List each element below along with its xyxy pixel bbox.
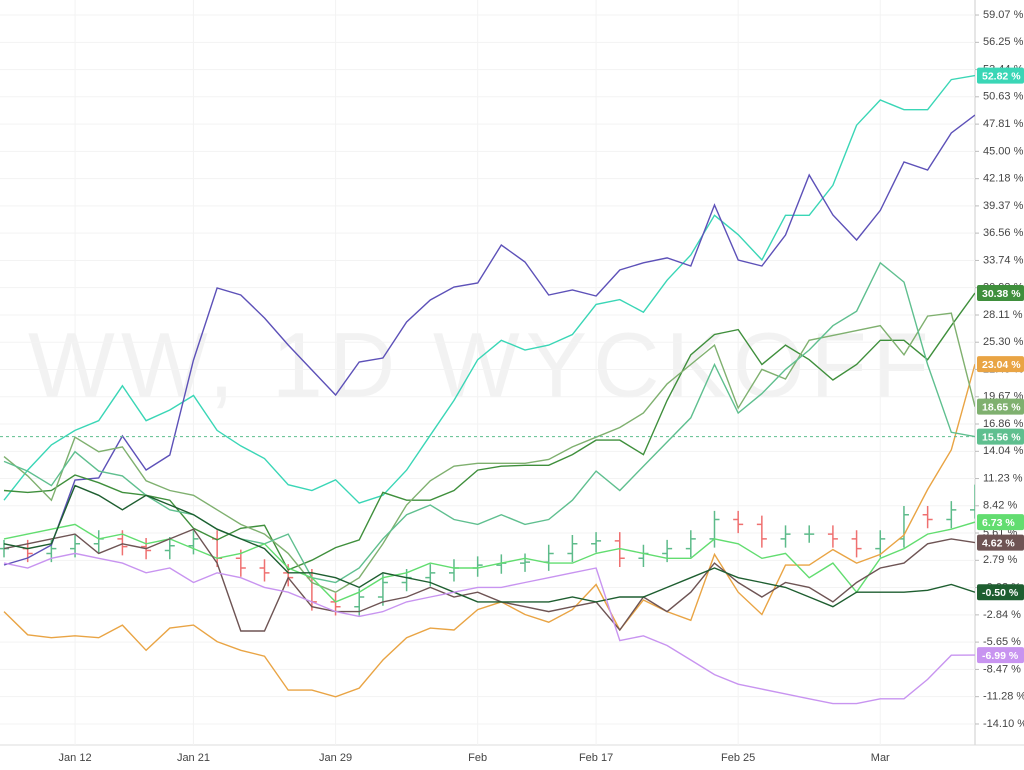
ohlc-bar: [188, 530, 199, 555]
y-tick-label: 8.42 %: [983, 500, 1017, 512]
x-tick-label: Jan 12: [59, 752, 92, 764]
y-tick-label: 36.56 %: [983, 227, 1024, 239]
series-line: [3, 292, 975, 571]
ohlc-bar: [804, 525, 815, 543]
ohlc-bar: [875, 530, 886, 558]
y-tick-label: 39.37 %: [983, 200, 1024, 212]
price-tag-label: 23.04 %: [982, 359, 1021, 371]
price-tag-label: -0.50 %: [982, 587, 1019, 599]
x-tick-label: Feb 17: [579, 752, 613, 764]
price-tag-label: 52.82 %: [982, 70, 1021, 82]
price-tag: [977, 428, 1024, 445]
ohlc-bar: [591, 532, 602, 553]
price-tag: [977, 398, 1024, 415]
ohlc-bar: [946, 501, 957, 529]
ohlc-bar: [827, 525, 838, 548]
price-tag: [977, 514, 1024, 531]
y-tick-label: 11.23 %: [983, 472, 1023, 484]
plot: [0, 74, 975, 705]
y-tick-label: -11.28 %: [983, 691, 1024, 703]
price-tag-label: 15.56 %: [982, 431, 1021, 443]
y-tick-label: -5.65 %: [983, 636, 1021, 648]
y-tick-label: 25.30 %: [983, 336, 1024, 348]
ohlc-bar: [164, 536, 175, 560]
series-line: [3, 114, 975, 566]
price-tag-label: 30.38 %: [982, 288, 1021, 300]
y-tick-label: 2.79 %: [983, 554, 1017, 566]
ohlc-bar: [922, 505, 933, 529]
y-tick-label: -8.47 %: [983, 663, 1021, 675]
series-line: [3, 312, 975, 593]
y-tick-label: 33.74 %: [983, 254, 1024, 266]
price-tag-label: 4.62 %: [982, 537, 1015, 549]
y-tick-label: 16.86 %: [983, 418, 1024, 430]
y-tick-label: 14.04 %: [983, 445, 1024, 457]
y-tick-label: -2.84 %: [983, 609, 1021, 621]
y-tick-label: 59.07 %: [983, 9, 1024, 21]
grid: [0, 0, 975, 745]
series-line: [3, 552, 975, 705]
ohlc-bar: [614, 532, 625, 568]
series-line: [3, 528, 975, 632]
price-tag: [977, 584, 1024, 601]
y-tick-label: 47.81 %: [983, 118, 1024, 130]
price-tag: [977, 67, 1024, 84]
price-tag-label: 18.65 %: [982, 401, 1021, 413]
ohlc-bar: [970, 484, 975, 519]
y-tick-label: 56.25 %: [983, 36, 1024, 48]
y-tick-label: -14.10 %: [983, 718, 1024, 730]
ohlc-bar: [780, 525, 791, 548]
price-tag: [977, 285, 1024, 302]
x-tick-label: Jan 29: [319, 752, 352, 764]
ohlc-bar: [520, 553, 531, 572]
x-tick-label: Feb 25: [721, 752, 755, 764]
y-tick-label: 28.11 %: [983, 309, 1023, 321]
price-tag: [977, 534, 1024, 551]
y-tick-label: 50.63 %: [983, 91, 1024, 103]
x-tick-label: Feb: [468, 752, 487, 764]
series-line: [3, 261, 975, 584]
price-tag: [977, 356, 1024, 373]
x-tick-label: Jan 21: [177, 752, 210, 764]
ohlc-bar: [851, 530, 862, 558]
y-tick-label: 45.00 %: [983, 145, 1024, 157]
price-tag: [977, 647, 1024, 664]
x-tick-label: Mar: [871, 752, 890, 764]
ohlc-bar: [733, 510, 744, 534]
ohlc-bar: [756, 515, 767, 548]
ohlc-bar: [685, 530, 696, 558]
watermark: WW, 1D WYCKOFF: [28, 314, 935, 416]
series-line: [3, 363, 975, 698]
series-line: [3, 484, 975, 608]
y-tick-label: 42.18 %: [983, 173, 1024, 185]
price-tag-label: 6.73 %: [982, 517, 1015, 529]
ohlc-bar: [567, 535, 578, 563]
ohlc-bar: [377, 573, 388, 606]
series-line: [3, 521, 975, 603]
ohlc-bar: [259, 559, 270, 582]
price-tag-label: -6.99 %: [982, 650, 1019, 662]
series-line: [3, 74, 975, 504]
